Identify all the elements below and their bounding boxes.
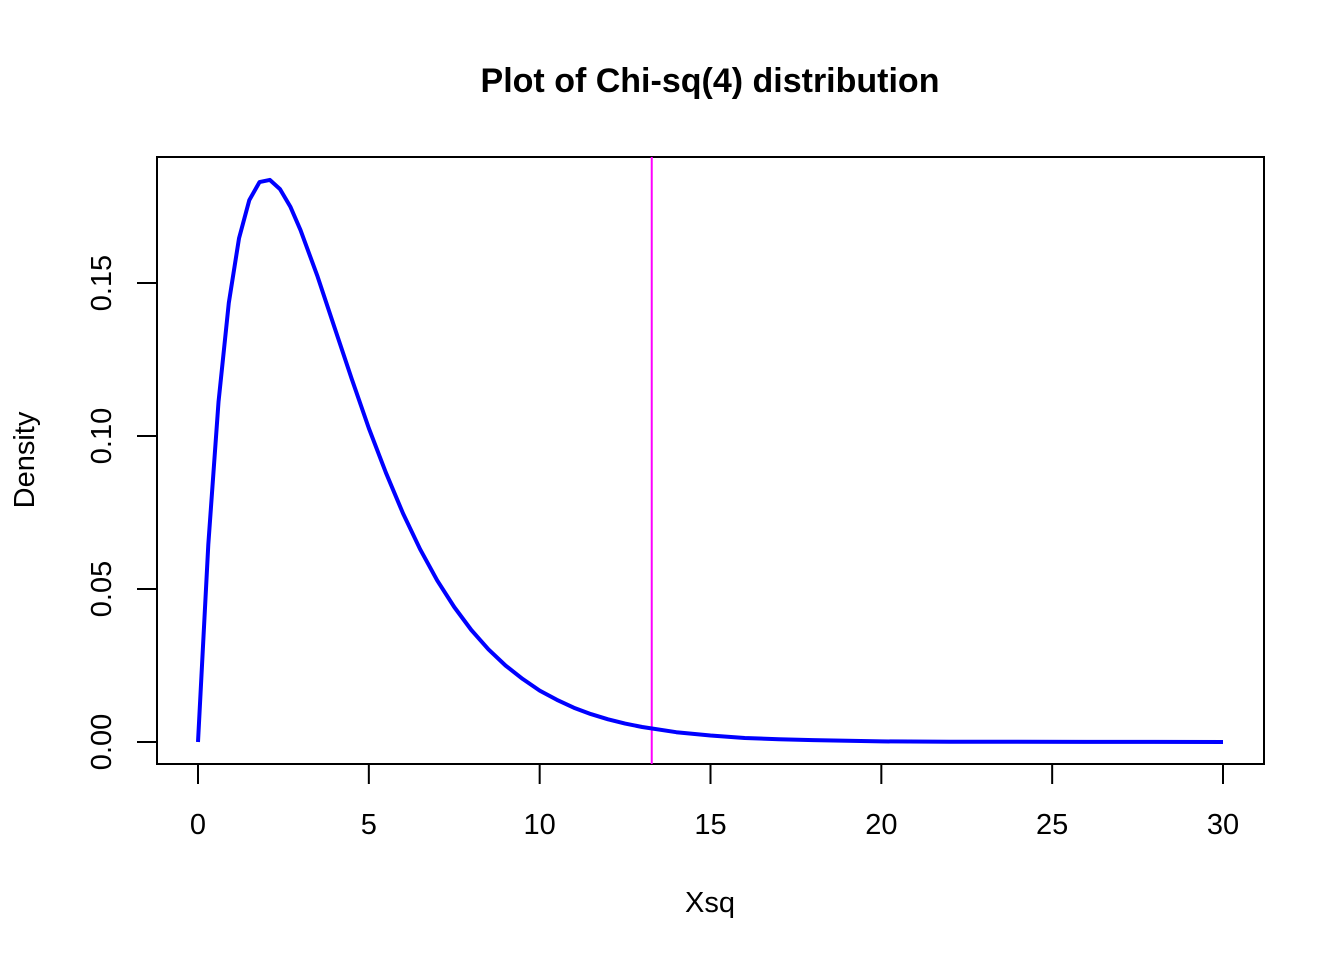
x-tick-label: 0 — [190, 809, 206, 841]
plot-frame — [156, 156, 1265, 765]
y-axis-label: Density — [9, 411, 41, 508]
x-tick-label: 20 — [865, 809, 897, 841]
x-axis: 0 5 10 15 20 25 30 — [190, 763, 1239, 841]
density-curve — [196, 177, 1224, 744]
x-tick-label: 5 — [361, 809, 377, 841]
x-tick-label: 25 — [1036, 809, 1068, 841]
y-axis: 0.00 0.05 0.10 0.15 — [86, 255, 158, 770]
y-tick-label: 0.00 — [86, 714, 118, 770]
x-tick-label: 10 — [524, 809, 556, 841]
x-tick-label: 15 — [694, 809, 726, 841]
y-tick-label: 0.10 — [86, 408, 118, 464]
y-tick-label: 0.05 — [86, 561, 118, 617]
x-tick-label: 30 — [1207, 809, 1239, 841]
x-axis-label: Xsq — [685, 887, 735, 919]
chart-title: Plot of Chi-sq(4) distribution — [481, 62, 940, 100]
y-tick-label: 0.15 — [86, 255, 118, 311]
